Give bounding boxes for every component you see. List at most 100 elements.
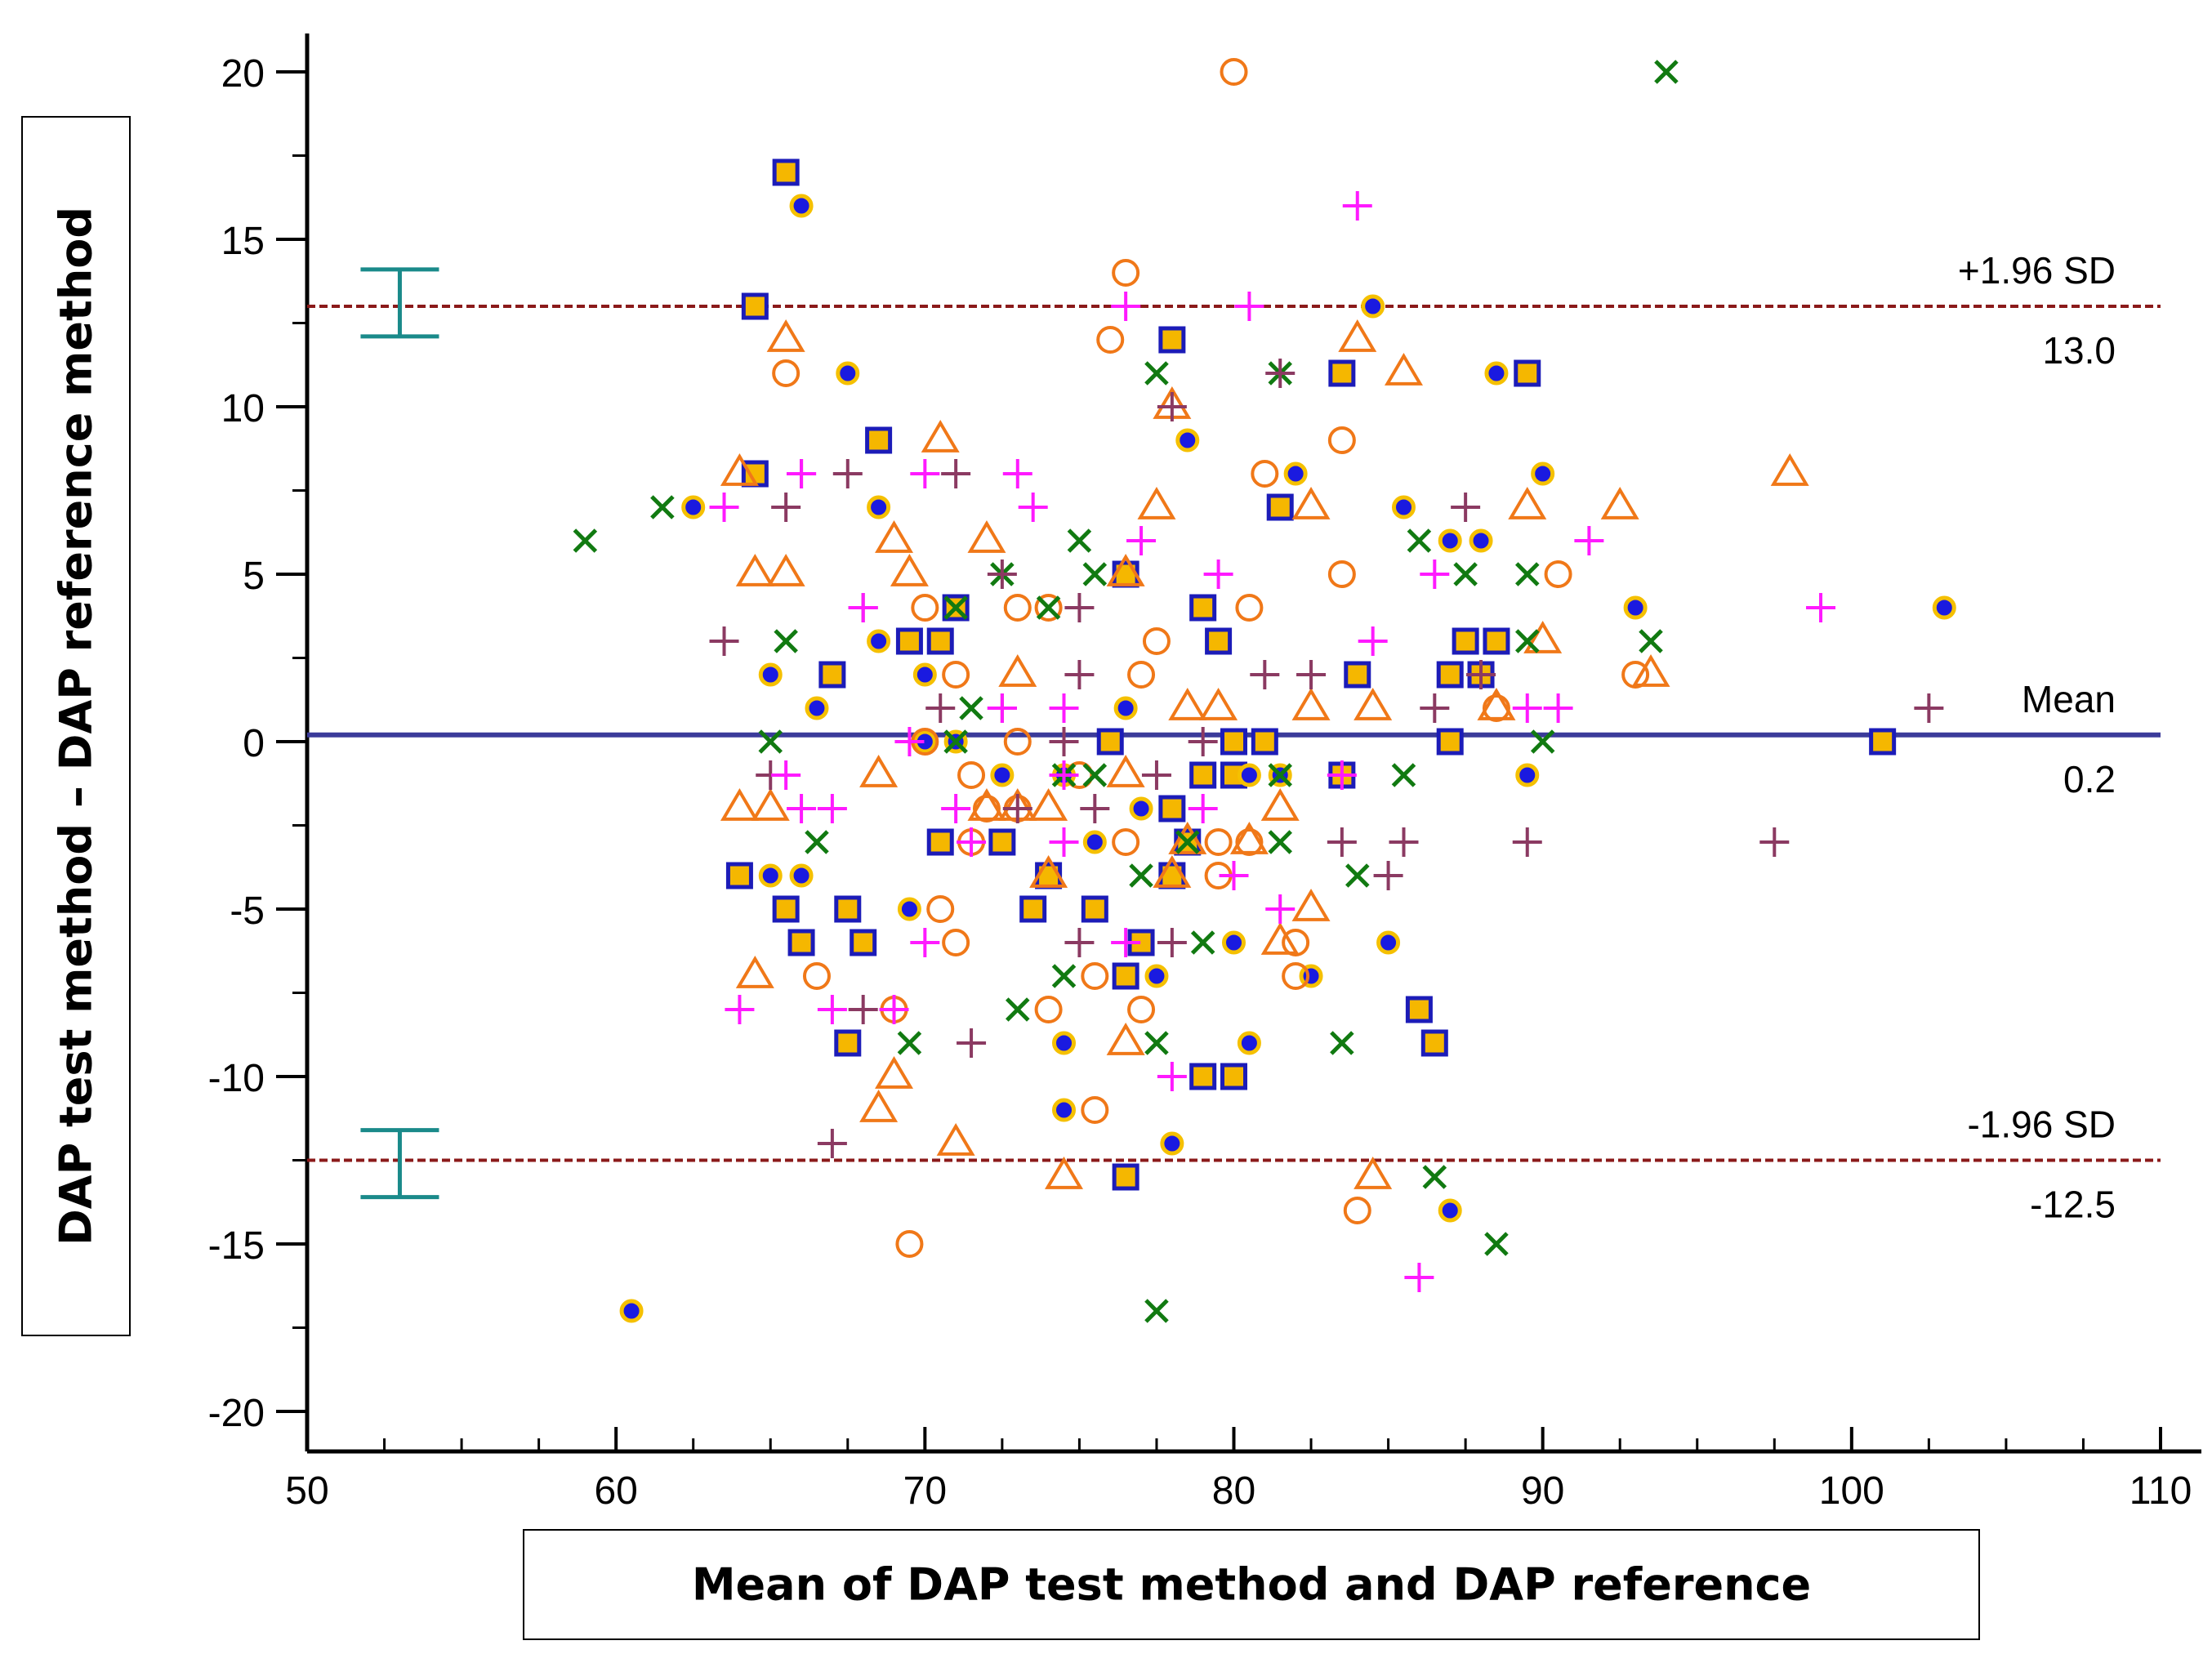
data-point-circle [1327, 560, 1356, 588]
data-point-dot [1237, 1031, 1261, 1055]
data-point-plus [1219, 861, 1249, 890]
data-point-x [1514, 562, 1540, 586]
data-point-dot [789, 863, 814, 888]
data-point-triangle [720, 787, 759, 821]
data-point-square [1081, 895, 1108, 923]
data-point-plus [1512, 693, 1542, 723]
data-point-plus [987, 693, 1017, 723]
data-point-circle [1034, 996, 1063, 1023]
data-point-triangle [1291, 888, 1331, 921]
data-point-dot [1052, 1098, 1077, 1122]
data-point-x-stroke [1453, 562, 1478, 586]
data-point-plus [709, 626, 739, 656]
data-point-x [1345, 863, 1370, 888]
data-point-circle [772, 359, 801, 387]
data-point-triangle [1384, 352, 1423, 386]
data-point-x [1268, 830, 1292, 854]
data-point-plus [1049, 727, 1079, 756]
data-point-square [1189, 1063, 1217, 1090]
data-point-plus [1250, 660, 1280, 689]
data-point-dot [1438, 528, 1462, 553]
data-point-square [1328, 359, 1356, 387]
data-point-x [1268, 763, 1292, 787]
data-point-square [1158, 862, 1186, 889]
data-point-square [1205, 627, 1233, 655]
data-point-x-stroke [1268, 830, 1292, 854]
data-point-x [1036, 595, 1061, 620]
data-point-triangle [1338, 319, 1377, 352]
data-point-plus [709, 493, 739, 522]
data-point-triangle [1260, 921, 1300, 955]
data-point-triangle [1029, 854, 1068, 888]
data-point-plus [1111, 928, 1141, 957]
data-point-plus [1466, 660, 1496, 689]
y-tick-label: -20 [208, 1392, 265, 1435]
data-point-square [1220, 728, 1247, 756]
data-point-circle [1544, 560, 1572, 588]
data-point-triangle [1229, 821, 1269, 854]
data-point-square [1869, 728, 1897, 756]
data-point-square [1405, 996, 1433, 1023]
data-point-plus [1157, 392, 1187, 421]
data-point-triangle [766, 319, 805, 352]
data-point-x [1422, 1165, 1447, 1189]
data-point-square [850, 929, 877, 956]
data-point-triangle [1106, 1022, 1145, 1055]
data-point-triangle [1291, 687, 1331, 720]
data-point-x-stroke [1067, 528, 1092, 553]
data-point-plus [1064, 928, 1095, 957]
data-point-x-stroke [1391, 763, 1416, 787]
data-point-square [1019, 895, 1047, 923]
data-point-triangle [921, 419, 960, 453]
data-point-x [959, 696, 983, 720]
data-point-triangle [875, 519, 914, 553]
data-point-plus [1064, 593, 1095, 622]
data-point-triangle [1477, 687, 1516, 720]
data-point-plus [1296, 660, 1327, 689]
data-point-square [772, 158, 800, 186]
data-point-x-stroke [1006, 997, 1030, 1022]
data-point-circle [957, 761, 986, 789]
data-point-plus [832, 459, 863, 488]
data-point-plus [879, 995, 909, 1024]
data-point-plus [848, 995, 878, 1024]
data-point-dot [912, 662, 937, 687]
data-point-triangle [720, 453, 759, 486]
data-point-square [1158, 795, 1186, 823]
data-point-dot [789, 194, 814, 218]
data-point-x [1129, 863, 1153, 888]
data-point-triangle [967, 519, 1006, 553]
data-point-triangle [1600, 486, 1639, 519]
data-point-x [1144, 361, 1169, 386]
x-tick-label: 80 [1212, 1469, 1255, 1513]
x-tick-label: 60 [594, 1469, 637, 1513]
data-point-circle [1081, 962, 1109, 990]
data-point-x [1407, 528, 1432, 553]
data-point-dot [1082, 830, 1107, 854]
data-point-dot [1376, 930, 1401, 955]
data-point-plus [1141, 760, 1171, 790]
data-point-circle [1003, 594, 1032, 622]
data-point-plus [957, 827, 987, 857]
data-point-triangle [1168, 687, 1207, 720]
data-point-plus [1420, 560, 1450, 589]
data-point-plus [957, 1028, 987, 1058]
data-point-plus [1002, 459, 1032, 488]
data-point-square [1251, 728, 1278, 756]
y-tick-label: -10 [208, 1057, 265, 1100]
data-point-square [1344, 661, 1371, 689]
x-tick-label: 50 [285, 1469, 328, 1513]
data-point-square [1189, 594, 1217, 622]
data-point-x-stroke [758, 729, 783, 754]
data-point-dot [897, 897, 921, 921]
y-tick-label: 5 [243, 555, 265, 598]
data-point-dot [1623, 595, 1648, 620]
data-point-dot [1175, 428, 1200, 453]
data-point-circle [1112, 259, 1140, 287]
data-point-dot [1391, 495, 1416, 519]
data-point-dot [758, 662, 783, 687]
data-point-x [1453, 562, 1478, 586]
data-point-x-stroke [1422, 1165, 1447, 1189]
data-point-plus [787, 459, 817, 488]
